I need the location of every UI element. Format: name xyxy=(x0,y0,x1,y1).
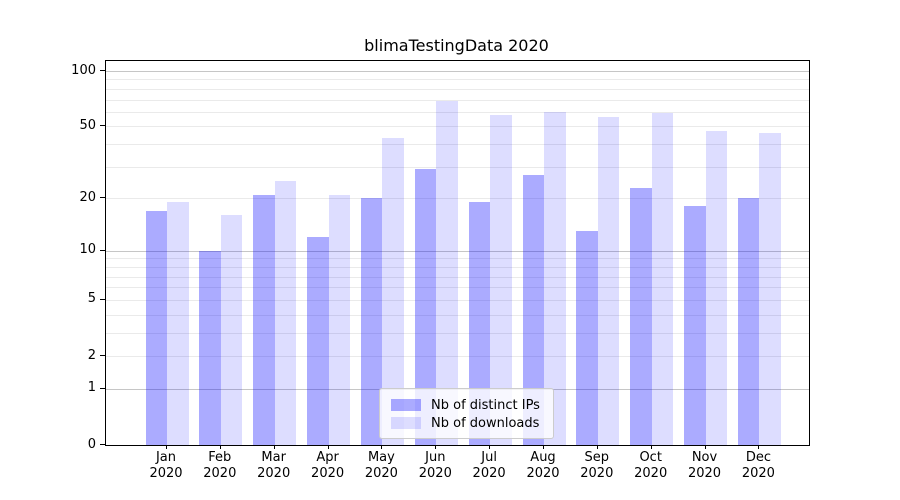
y-tick-label-5: 5 xyxy=(87,291,96,307)
x-tick-mark-feb xyxy=(219,445,221,449)
gridline-minor-4 xyxy=(106,314,809,316)
gridline-minor-3 xyxy=(106,332,809,334)
x-tick-mark-aug xyxy=(543,445,544,449)
y-tick-mark-100 xyxy=(100,70,105,71)
bar-distinct-ips-may xyxy=(360,198,383,445)
gridline-2 xyxy=(106,356,809,357)
bar-distinct-ips-feb xyxy=(199,250,221,445)
y-tick-label-2: 2 xyxy=(87,347,96,363)
legend: Nb of distinct IPs Nb of downloads xyxy=(379,388,554,439)
y-tick-label-20: 20 xyxy=(79,189,96,205)
legend-entry-downloads: Nb of downloads xyxy=(391,414,543,432)
x-tick-mark-jan xyxy=(166,445,167,449)
gridline-minor-60 xyxy=(106,111,809,113)
x-tick-label-may: May 2020 xyxy=(364,450,398,481)
bar-distinct-ips-mar xyxy=(253,194,275,445)
bar-downloads-may xyxy=(382,138,404,445)
x-tick-label-aug: Aug 2020 xyxy=(526,450,560,481)
gridline-5 xyxy=(106,299,809,301)
gridline-20 xyxy=(106,198,809,200)
bar-distinct-ips-jul xyxy=(468,202,491,445)
legend-swatch-distinct-ips xyxy=(391,399,421,411)
bar-downloads-nov xyxy=(705,131,727,445)
bar-downloads-aug xyxy=(544,111,566,445)
x-tick-mark-jul xyxy=(489,445,491,449)
bar-downloads-jan xyxy=(167,202,189,445)
bar-distinct-ips-jun xyxy=(414,169,437,445)
x-tick-mark-apr xyxy=(327,445,329,449)
legend-swatch-downloads xyxy=(391,417,421,429)
x-tick-label-nov: Nov 2020 xyxy=(687,450,722,481)
bar-downloads-dec xyxy=(759,133,781,445)
y-tick-label-10: 10 xyxy=(79,242,96,258)
x-tick-label-sep: Sep 2020 xyxy=(580,450,614,481)
legend-label-distinct-ips: Nb of distinct IPs xyxy=(431,397,540,413)
y-tick-mark-10 xyxy=(100,249,105,251)
bar-downloads-sep xyxy=(597,117,620,445)
gridline-10 xyxy=(106,250,809,252)
gridline-minor-8 xyxy=(106,266,809,268)
chart-title: blimaTestingData 2020 xyxy=(364,36,549,55)
bar-downloads-jul xyxy=(490,114,512,445)
gridline-minor-30 xyxy=(106,166,809,168)
x-tick-mark-may xyxy=(381,445,383,449)
y-tick-mark-2 xyxy=(100,355,105,356)
gridline-minor-7 xyxy=(106,276,809,278)
x-tick-label-mar: Mar 2020 xyxy=(257,450,291,481)
gridline-minor-80 xyxy=(106,88,809,90)
gridline-100 xyxy=(106,71,809,72)
x-tick-label-dec: Dec 2020 xyxy=(741,450,775,481)
x-tick-label-oct: Oct 2020 xyxy=(634,450,668,481)
gridline-minor-6 xyxy=(106,287,809,289)
bar-downloads-mar xyxy=(274,181,297,445)
y-tick-label-1: 1 xyxy=(87,380,96,396)
bar-distinct-ips-jan xyxy=(145,210,167,445)
x-tick-mark-dec xyxy=(758,445,760,449)
x-tick-label-feb: Feb 2020 xyxy=(203,450,237,481)
legend-label-downloads: Nb of downloads xyxy=(431,415,540,431)
bar-downloads-feb xyxy=(220,215,243,445)
y-tick-label-50: 50 xyxy=(79,117,96,133)
x-tick-mark-oct xyxy=(650,445,652,449)
gridline-minor-40 xyxy=(106,144,809,146)
bar-distinct-ips-oct xyxy=(630,187,652,445)
x-tick-mark-sep xyxy=(596,445,598,449)
gridline-50 xyxy=(106,126,809,128)
y-tick-mark-20 xyxy=(100,197,105,199)
y-tick-mark-0 xyxy=(100,444,105,445)
y-tick-mark-5 xyxy=(100,298,105,300)
x-tick-label-jun: Jun 2020 xyxy=(418,450,452,481)
x-tick-label-apr: Apr 2020 xyxy=(311,450,345,481)
x-tick-mark-jun xyxy=(435,445,437,449)
plot-area xyxy=(105,60,810,446)
bar-downloads-apr xyxy=(328,194,351,445)
bar-distinct-ips-apr xyxy=(307,237,329,445)
bar-downloads-jun xyxy=(436,100,458,445)
gridline-minor-9 xyxy=(106,258,809,260)
bar-distinct-ips-nov xyxy=(684,206,706,445)
y-tick-mark-50 xyxy=(100,125,105,127)
x-tick-mark-mar xyxy=(273,445,275,449)
bar-distinct-ips-dec xyxy=(737,198,760,445)
bar-downloads-oct xyxy=(651,113,674,445)
x-tick-label-jan: Jan 2020 xyxy=(149,450,183,481)
bar-distinct-ips-sep xyxy=(576,231,598,445)
gridline-minor-70 xyxy=(106,99,809,101)
x-tick-mark-nov xyxy=(704,445,706,449)
x-tick-label-jul: Jul 2020 xyxy=(472,450,506,481)
y-tick-mark-1 xyxy=(100,387,105,389)
bar-distinct-ips-aug xyxy=(522,175,544,445)
y-tick-label-0: 0 xyxy=(87,436,96,452)
gridline-minor-90 xyxy=(106,79,809,81)
legend-entry-distinct-ips: Nb of distinct IPs xyxy=(391,396,543,414)
y-tick-label-100: 100 xyxy=(71,62,96,78)
